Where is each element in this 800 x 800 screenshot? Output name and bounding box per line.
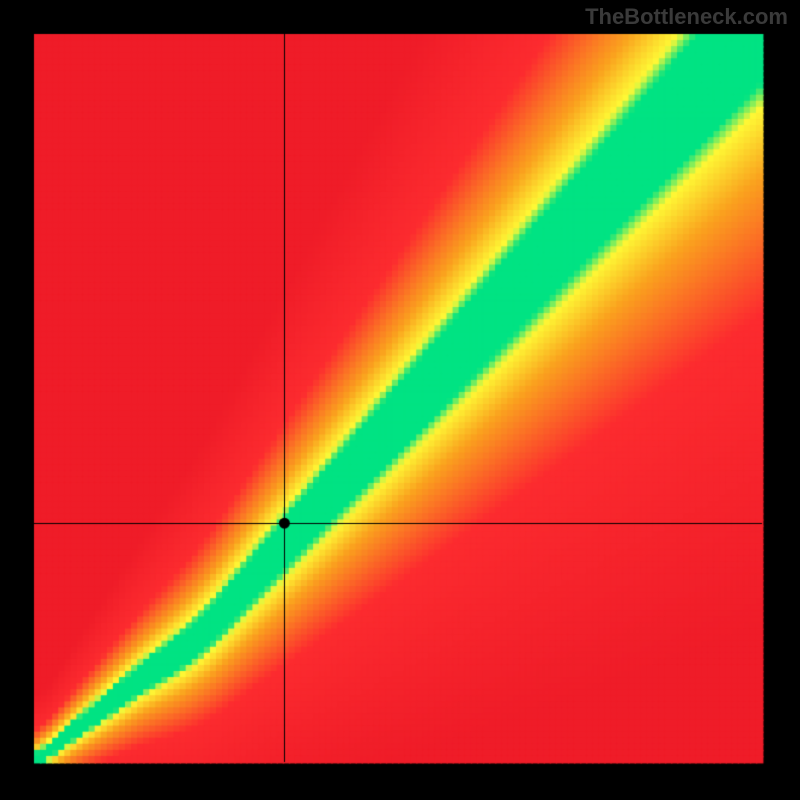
bottleneck-heatmap [0, 0, 800, 800]
chart-container: TheBottleneck.com [0, 0, 800, 800]
watermark-label: TheBottleneck.com [585, 4, 788, 30]
